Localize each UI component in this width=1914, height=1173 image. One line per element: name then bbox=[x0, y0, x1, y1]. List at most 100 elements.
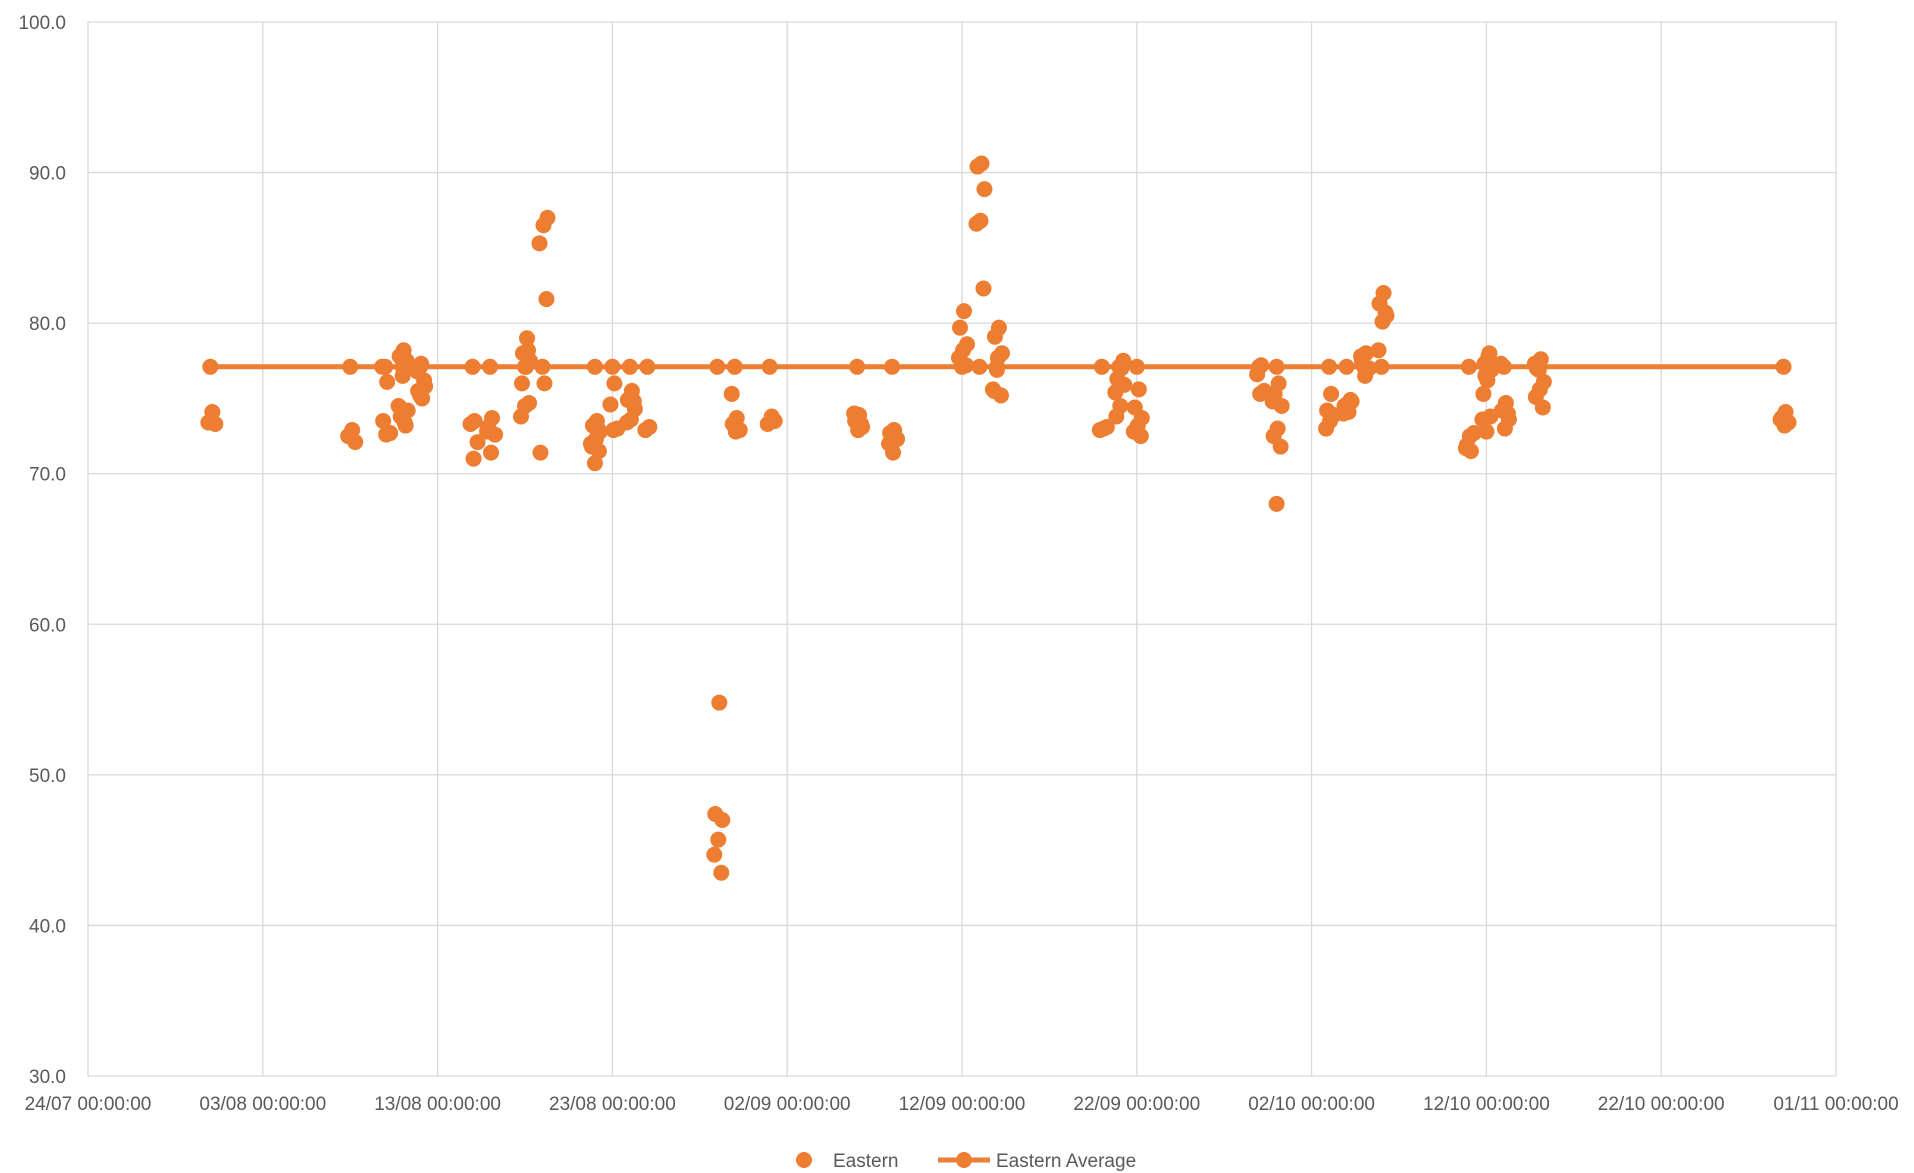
eastern-point bbox=[531, 235, 548, 252]
eastern-point bbox=[1772, 411, 1789, 428]
x-axis-tick-labels: 24/07 00:00:00 03/08 00:00:00 13/08 00:00:… bbox=[25, 1094, 1899, 1115]
eastern-point bbox=[479, 423, 496, 440]
eastern-average-point bbox=[604, 358, 621, 375]
x-tick-label: 12/09 00:00:00 bbox=[899, 1094, 1026, 1115]
x-tick-label: 22/10 00:00:00 bbox=[1598, 1094, 1725, 1115]
x-tick-label: 24/07 00:00:00 bbox=[25, 1094, 152, 1115]
eastern-point bbox=[394, 367, 411, 384]
eastern-average-point bbox=[1268, 358, 1285, 375]
legend-marker-eastern bbox=[796, 1152, 812, 1168]
eastern-point bbox=[1526, 355, 1543, 372]
scatter-points-layer bbox=[200, 155, 1797, 881]
eastern-point bbox=[984, 381, 1001, 398]
eastern-point bbox=[1338, 396, 1355, 413]
grid-lines bbox=[87, 21, 1837, 1077]
eastern-point bbox=[519, 330, 535, 347]
eastern-point bbox=[714, 812, 731, 829]
eastern-average-point bbox=[342, 358, 359, 375]
x-tick-label: 03/08 00:00:00 bbox=[199, 1094, 326, 1115]
eastern-average-point bbox=[1338, 358, 1355, 375]
eastern-point bbox=[1130, 381, 1147, 398]
eastern-average-point bbox=[971, 358, 988, 375]
eastern-point bbox=[727, 423, 744, 440]
eastern-point bbox=[1323, 385, 1340, 402]
eastern-point bbox=[469, 434, 486, 451]
eastern-point bbox=[518, 358, 534, 375]
eastern-point bbox=[1108, 408, 1125, 425]
eastern-point bbox=[520, 342, 536, 359]
eastern-point bbox=[1461, 428, 1478, 445]
eastern-point bbox=[766, 413, 783, 430]
x-tick-label: 01/11 00:00:00 bbox=[1773, 1094, 1898, 1115]
eastern-point bbox=[532, 444, 549, 461]
legend-label-eastern: Eastern bbox=[833, 1151, 898, 1172]
eastern-point bbox=[412, 387, 429, 404]
eastern-point bbox=[398, 352, 415, 369]
eastern-point bbox=[1098, 419, 1115, 436]
eastern-point bbox=[1477, 367, 1494, 384]
eastern-point bbox=[952, 319, 968, 336]
eastern-point bbox=[416, 372, 433, 389]
eastern-average-point bbox=[1775, 358, 1792, 375]
eastern-point bbox=[606, 375, 623, 392]
eastern-point bbox=[207, 416, 224, 433]
eastern-point bbox=[582, 435, 599, 452]
y-tick-label: 80.0 bbox=[29, 314, 66, 335]
y-tick-label: 50.0 bbox=[29, 766, 66, 787]
eastern-average-point bbox=[726, 358, 743, 375]
eastern-average-point bbox=[534, 358, 551, 375]
eastern-point bbox=[374, 358, 391, 375]
eastern-point bbox=[988, 361, 1005, 378]
y-tick-label: 30.0 bbox=[29, 1067, 66, 1088]
eastern-average-point bbox=[709, 358, 726, 375]
legend-marker-eastern-average bbox=[956, 1152, 972, 1168]
eastern-point bbox=[713, 864, 730, 881]
eastern-point bbox=[710, 831, 727, 848]
x-tick-label: 13/08 00:00:00 bbox=[374, 1094, 501, 1115]
eastern-point bbox=[1318, 420, 1335, 437]
eastern-point bbox=[1353, 348, 1370, 365]
eastern-point bbox=[347, 434, 364, 451]
eastern-point bbox=[513, 408, 529, 425]
eastern-point bbox=[853, 416, 870, 433]
eastern-point bbox=[723, 385, 740, 402]
eastern-point bbox=[618, 414, 635, 431]
eastern-point bbox=[1272, 438, 1289, 455]
eastern-point bbox=[462, 416, 479, 433]
eastern-point bbox=[514, 375, 530, 392]
eastern-point bbox=[1268, 495, 1285, 512]
eastern-point bbox=[1252, 385, 1269, 402]
y-tick-label: 40.0 bbox=[29, 916, 66, 937]
eastern-point bbox=[975, 280, 992, 297]
eastern-average-point bbox=[482, 358, 499, 375]
eastern-point bbox=[483, 444, 500, 461]
y-axis-tick-labels: 30.0 40.0 50.0 60.0 70.0 80.0 90.0 100.0 bbox=[18, 13, 66, 1088]
eastern-point bbox=[958, 357, 974, 374]
eastern-average-point bbox=[621, 358, 638, 375]
x-tick-label: 22/09 00:00:00 bbox=[1073, 1094, 1200, 1115]
eastern-average-point bbox=[464, 358, 481, 375]
eastern-point bbox=[536, 375, 553, 392]
eastern-point bbox=[706, 846, 723, 863]
eastern-point bbox=[637, 422, 654, 439]
legend: Eastern Eastern Average bbox=[796, 1151, 1136, 1172]
legend-label-eastern-average: Eastern Average bbox=[996, 1151, 1136, 1172]
eastern-point bbox=[535, 217, 552, 234]
eastern-point bbox=[625, 393, 642, 410]
y-tick-label: 100.0 bbox=[18, 13, 66, 34]
x-tick-label: 12/10 00:00:00 bbox=[1423, 1094, 1550, 1115]
eastern-average-point bbox=[639, 358, 656, 375]
eastern-point bbox=[976, 181, 993, 198]
eastern-point bbox=[605, 422, 622, 439]
x-tick-label: 02/10 00:00:00 bbox=[1248, 1094, 1375, 1115]
eastern-average-point bbox=[1460, 358, 1477, 375]
eastern-point bbox=[589, 420, 606, 437]
eastern-point bbox=[1496, 420, 1513, 437]
eastern-average-point bbox=[849, 358, 866, 375]
eastern-point bbox=[1370, 342, 1387, 359]
eastern-point bbox=[1115, 352, 1132, 369]
eastern-point bbox=[711, 694, 728, 711]
eastern-point bbox=[986, 328, 1003, 345]
eastern-point bbox=[956, 303, 972, 320]
